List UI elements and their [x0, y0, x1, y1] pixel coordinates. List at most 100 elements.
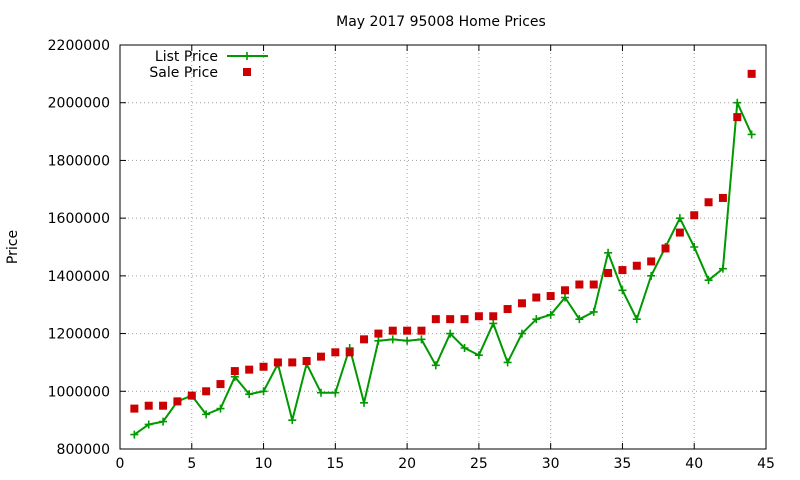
chart-title: May 2017 95008 Home Prices [336, 14, 546, 30]
sale-price-point [388, 326, 397, 335]
sale-price-point [374, 329, 383, 338]
x-tick-label: 5 [187, 456, 196, 472]
y-tick-label: 800000 [57, 442, 110, 458]
list-price-point [403, 336, 412, 345]
x-tick-label: 45 [757, 456, 775, 472]
sale-price-point [704, 198, 713, 207]
x-tick-label: 35 [614, 456, 632, 472]
list-price-point [446, 329, 455, 338]
list-price-point [259, 387, 268, 396]
list-price-point [431, 361, 440, 370]
list-price-point [733, 98, 742, 107]
list-price-point [517, 329, 526, 338]
y-axis-title: Price [5, 230, 21, 264]
sale-price-point [690, 211, 699, 220]
sale-price-point [718, 193, 727, 202]
sale-price-point [302, 356, 311, 365]
legend-label-sale-price: Sale Price [149, 65, 218, 81]
sale-price-point [403, 326, 412, 335]
sale-price-point [747, 69, 756, 78]
sale-price-point [130, 404, 139, 413]
y-tick-label: 1200000 [48, 327, 110, 343]
legend-marker-sale-price [243, 68, 251, 76]
list-price-point [503, 358, 512, 367]
list-price-point [704, 276, 713, 285]
sale-price-point [589, 280, 598, 289]
y-tick-label: 1600000 [48, 211, 110, 227]
list-price-point [388, 335, 397, 344]
sale-price-point [187, 391, 196, 400]
sale-price-point [460, 315, 469, 324]
sale-price-point [532, 293, 541, 302]
sale-price-point [316, 352, 325, 361]
list-price-point [245, 390, 254, 399]
list-price-point [604, 248, 613, 257]
x-tick-label: 25 [470, 456, 488, 472]
sale-price-point [632, 261, 641, 270]
plot-frame [119, 44, 767, 450]
list-price-point [216, 404, 225, 413]
x-tick-label: 20 [398, 456, 416, 472]
sale-price-point [474, 312, 483, 321]
list-price-point [589, 307, 598, 316]
list-price-point [647, 271, 656, 280]
y-tick-label: 1000000 [48, 384, 110, 400]
sale-price-point [575, 280, 584, 289]
sale-price-point [503, 305, 512, 314]
y-tick-label: 2000000 [48, 96, 110, 112]
list-price-point [417, 335, 426, 344]
sale-price-point [331, 348, 340, 357]
sale-price-point [360, 335, 369, 344]
sale-price-point [417, 326, 426, 335]
sale-price-point [259, 362, 268, 371]
sale-price-point [245, 365, 254, 374]
sale-price-point [345, 348, 354, 357]
sale-price-point [273, 358, 282, 367]
list-price-point [144, 420, 153, 429]
sale-price-point [446, 315, 455, 324]
list-price-point [331, 388, 340, 397]
list-price-point [532, 315, 541, 324]
y-tick-label: 1800000 [48, 153, 110, 169]
sale-price-point [675, 228, 684, 237]
list-price-line [133, 101, 753, 436]
x-tick-label: 40 [685, 456, 703, 472]
sale-price-point [561, 286, 570, 295]
sale-price-point [546, 292, 555, 301]
y-tick-label: 2200000 [48, 38, 110, 54]
sale-price-point [647, 257, 656, 266]
legend: List Price Sale Price [149, 49, 268, 81]
x-tick-label: 10 [255, 456, 273, 472]
sale-price-point [230, 367, 239, 376]
list-price-point [474, 351, 483, 360]
list-price-point [546, 310, 555, 319]
x-tick-label: 0 [116, 456, 125, 472]
sale-price-point [144, 401, 153, 410]
list-price-point [360, 398, 369, 407]
list-price-point [374, 336, 383, 345]
series-layer [130, 69, 756, 439]
y-tick-label: 1400000 [48, 269, 110, 285]
legend-label-list-price: List Price [155, 49, 218, 65]
list-price-point [747, 130, 756, 139]
list-price-point [675, 214, 684, 223]
sale-price-point [604, 268, 613, 277]
list-price-point [489, 319, 498, 328]
axis-ticks: 0 5 10 15 20 25 30 35 40 45 800000 1000000 1200000 14… [48, 38, 775, 472]
list-price-point [316, 388, 325, 397]
list-price-point [288, 416, 297, 425]
series-sale-price [130, 69, 756, 413]
sale-price-point [159, 401, 168, 410]
legend-marker-list-price [243, 52, 251, 60]
grid-lines [120, 45, 766, 449]
sale-price-point [733, 113, 742, 122]
list-price-point [561, 293, 570, 302]
sale-price-point [202, 387, 211, 396]
sale-price-point [618, 266, 627, 275]
list-price-point [460, 344, 469, 352]
list-price-point [159, 417, 168, 426]
x-tick-label: 15 [326, 456, 344, 472]
sale-price-point [173, 397, 182, 406]
list-price-point [690, 243, 699, 251]
